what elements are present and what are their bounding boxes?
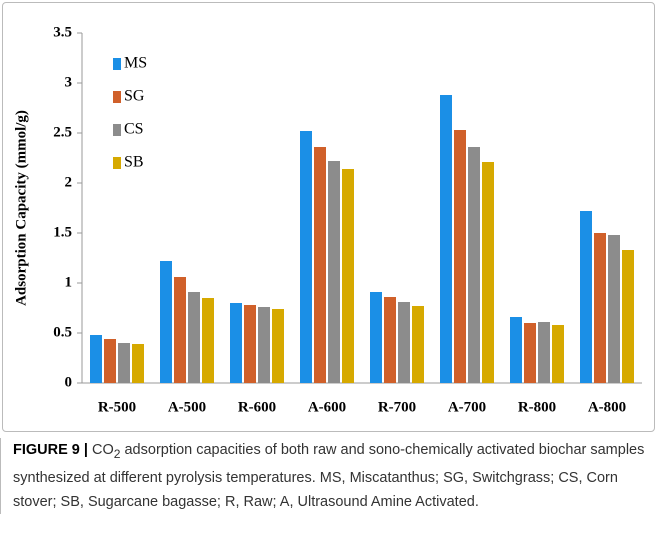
bar (188, 292, 200, 383)
legend-label: MS (124, 55, 147, 72)
bar (258, 307, 270, 383)
bar (300, 131, 312, 383)
bar (160, 261, 172, 383)
bar (90, 335, 102, 383)
bar (384, 297, 396, 383)
bar (538, 322, 550, 383)
bar (118, 343, 130, 383)
x-tick-label: A-600 (308, 399, 346, 415)
x-tick-label: R-800 (518, 399, 556, 415)
y-tick-label: 3.5 (53, 24, 72, 40)
bar (594, 233, 606, 383)
y-tick-label: 3 (65, 74, 73, 90)
bar (608, 235, 620, 383)
bar (468, 147, 480, 383)
caption: FIGURE 9 | CO2 adsorption capacities of … (0, 438, 653, 514)
bar (454, 130, 466, 383)
bar (230, 303, 242, 383)
y-tick-label: 2 (65, 174, 73, 190)
y-tick-label: 1.5 (53, 224, 72, 240)
caption-text: CO (92, 442, 114, 458)
bar (524, 323, 536, 383)
legend-swatch (113, 157, 121, 169)
figure-frame (2, 2, 655, 432)
bar (370, 292, 382, 383)
legend-label: SG (124, 88, 145, 105)
legend-label: SB (124, 154, 144, 171)
x-tick-label: A-800 (588, 399, 626, 415)
y-tick-label: 2.5 (53, 124, 72, 140)
y-tick-label: 0.5 (53, 324, 72, 340)
bar (132, 344, 144, 383)
x-tick-label: A-500 (168, 399, 206, 415)
bar (398, 302, 410, 383)
legend-label: CS (124, 121, 144, 138)
chart: Adsorption Capacity (mmol/g) 0 0.5 1 1.5 2 2.… (13, 24, 642, 415)
bar (482, 162, 494, 383)
bar (552, 325, 564, 383)
x-tick-label: R-500 (98, 399, 136, 415)
x-tick-label: A-700 (448, 399, 486, 415)
bar (580, 211, 592, 383)
bar (244, 305, 256, 383)
x-tick-label: R-600 (238, 399, 276, 415)
bar (342, 169, 354, 383)
bar (412, 306, 424, 383)
bar (440, 95, 452, 383)
y-axis-label: Adsorption Capacity (mmol/g) (13, 110, 29, 306)
caption-subscript: 2 (113, 446, 121, 461)
legend-swatch (113, 58, 121, 70)
y-tick-label: 0 (65, 374, 73, 390)
bar (104, 339, 116, 383)
caption-label: FIGURE 9 | (13, 442, 88, 458)
caption-text: adsorption capacities of both raw and so… (13, 442, 645, 510)
x-tick-label: R-700 (378, 399, 416, 415)
y-tick-label: 1 (65, 274, 73, 290)
bar (510, 317, 522, 383)
bar (272, 309, 284, 383)
bar (202, 298, 214, 383)
bar (328, 161, 340, 383)
legend-swatch (113, 124, 121, 136)
bar (174, 277, 186, 383)
bar (314, 147, 326, 383)
legend-swatch (113, 91, 121, 103)
bar (622, 250, 634, 383)
